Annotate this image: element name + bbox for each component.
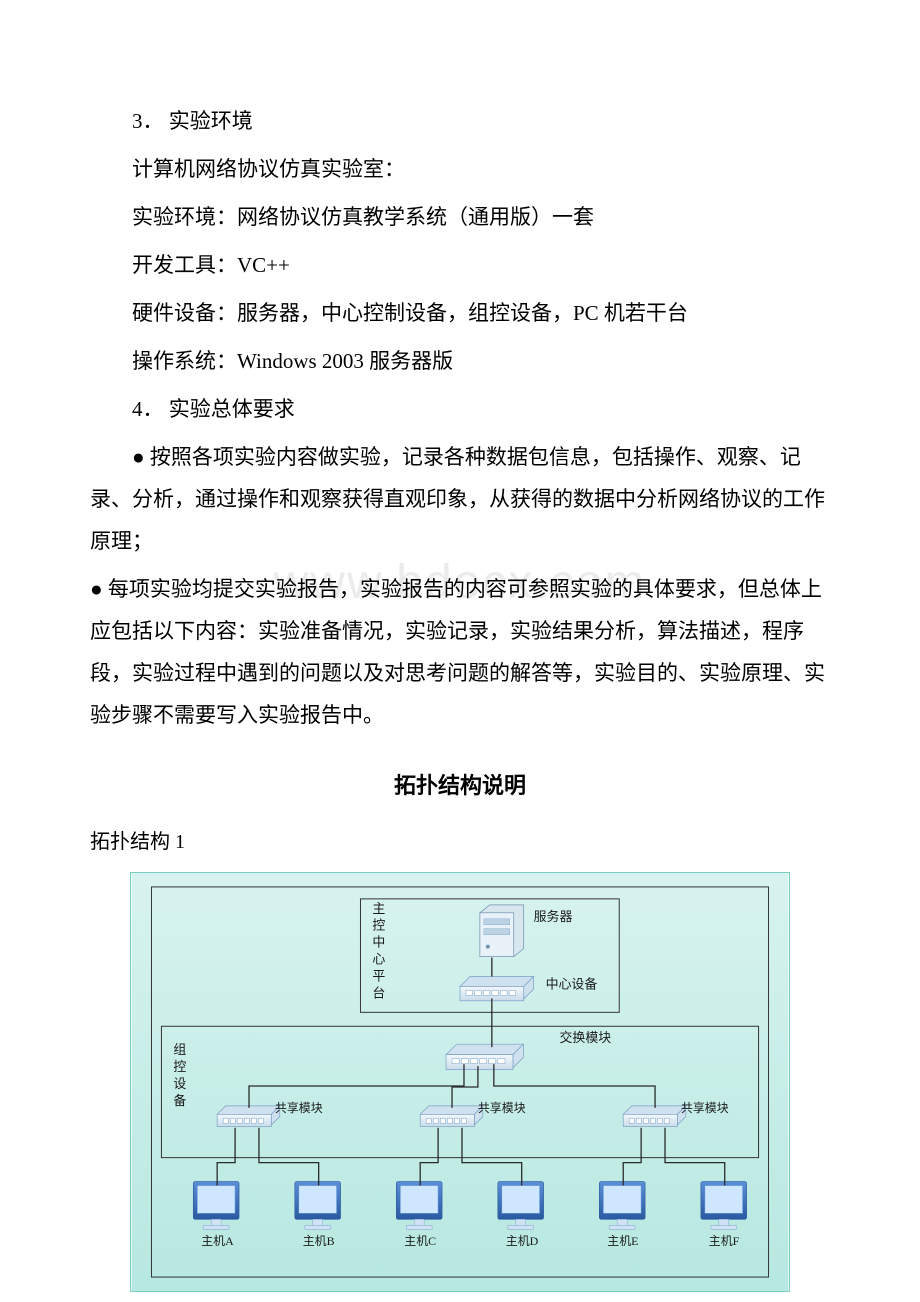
topology-heading: 拓扑结构说明 [90,764,830,808]
lab-line: 计算机网络协议仿真实验室： [90,148,830,190]
svg-text:主机C: 主机C [404,1234,436,1248]
svg-text:主机D: 主机D [506,1234,539,1248]
svg-text:共享模块: 共享模块 [478,1100,526,1115]
topology-diagram: 主控中心平台组控设备服务器中心设备交换模块共享模块共享模块共享模块主机A主机B主… [130,872,790,1292]
svg-text:共享模块: 共享模块 [681,1100,729,1115]
topology-svg: 主控中心平台组控设备服务器中心设备交换模块共享模块共享模块共享模块主机A主机B主… [130,872,790,1292]
svg-text:主机A: 主机A [201,1234,234,1248]
env-line: 实验环境：网络协议仿真教学系统（通用版）一套 [90,196,830,238]
bullet-1: ● 按照各项实验内容做实验，记录各种数据包信息，包括操作、观察、记录、分析，通过… [90,436,830,562]
svg-text:中: 中 [372,935,385,950]
svg-text:主: 主 [372,901,385,916]
svg-text:共享模块: 共享模块 [275,1100,323,1115]
document-body: 3． 实验环境 计算机网络协议仿真实验室： 实验环境：网络协议仿真教学系统（通用… [90,100,830,1292]
svg-text:平: 平 [372,968,385,983]
section-4-title: 4． 实验总体要求 [90,388,830,430]
topology-1-label: 拓扑结构 1 [90,822,830,862]
svg-text:备: 备 [173,1093,186,1108]
bullet-2: ● 每项实验均提交实验报告，实验报告的内容可参照实验的具体要求，但总体上应包括以… [90,568,830,736]
svg-text:控: 控 [372,918,385,933]
svg-text:交换模块: 交换模块 [560,1030,612,1045]
svg-text:主机B: 主机B [303,1234,335,1248]
svg-text:主机F: 主机F [709,1234,740,1248]
section-3-title: 3． 实验环境 [90,100,830,142]
svg-text:主机E: 主机E [607,1234,638,1248]
os-line: 操作系统：Windows 2003 服务器版 [90,340,830,382]
svg-text:台: 台 [372,985,385,1000]
dev-line: 开发工具：VC++ [90,244,830,286]
svg-text:控: 控 [173,1059,186,1074]
hw-line: 硬件设备：服务器，中心控制设备，组控设备，PC 机若干台 [90,292,830,334]
svg-text:心: 心 [372,952,385,967]
svg-text:设: 设 [173,1076,186,1091]
svg-text:中心设备: 中心设备 [546,976,598,991]
svg-text:组: 组 [173,1042,186,1057]
svg-text:服务器: 服务器 [534,909,573,924]
